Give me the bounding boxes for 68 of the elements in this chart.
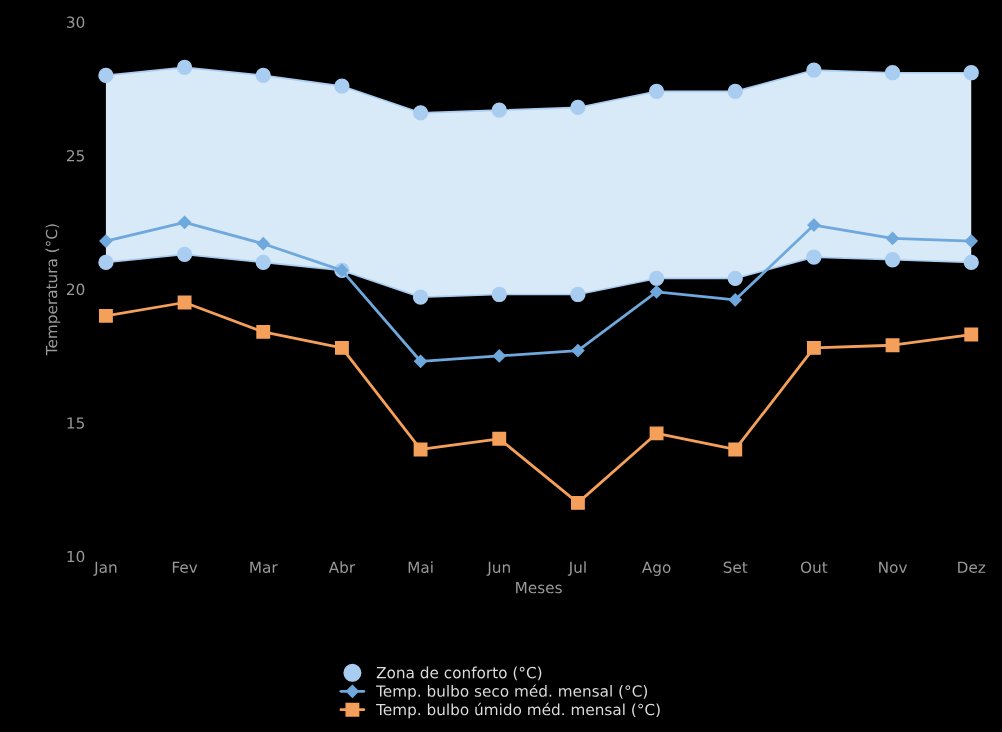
point: [413, 354, 428, 368]
x-tick-label: Jul: [567, 561, 586, 576]
point: [570, 99, 586, 116]
y-tick-label: 25: [67, 150, 84, 162]
point: [255, 67, 271, 84]
point: [884, 252, 901, 268]
point: [412, 289, 429, 305]
y-axis-title: Temperatura (°C): [45, 224, 61, 356]
point: [649, 285, 664, 299]
x-axis-title: Meses: [516, 581, 562, 594]
point: [648, 270, 665, 287]
x-tick-label: Out: [800, 561, 828, 574]
point: [99, 234, 113, 248]
point: [412, 105, 429, 121]
point: [807, 218, 821, 232]
point: [884, 65, 901, 81]
point: [176, 59, 193, 76]
y-tick-label: 30: [67, 16, 85, 28]
point: [491, 286, 507, 303]
point: [964, 234, 978, 248]
legend-label: Temp. bulbo seco méd. mensal (°C): [376, 684, 647, 700]
point: [728, 442, 743, 457]
point: [806, 340, 821, 355]
y-tick-label: 15: [67, 417, 84, 429]
point: [648, 83, 665, 100]
point: [491, 102, 507, 118]
point: [176, 246, 193, 263]
point: [255, 254, 271, 271]
point: [570, 495, 585, 510]
y-tick-label: 10: [67, 550, 85, 563]
x-tick-label: Nov: [879, 561, 908, 574]
x-tick-label: Dez: [958, 561, 986, 574]
point: [806, 249, 822, 265]
point: [806, 62, 822, 78]
point: [413, 442, 428, 457]
legend-label: Zona de conforto (°C): [376, 666, 542, 681]
point: [964, 327, 979, 342]
point: [492, 349, 506, 363]
point: [256, 324, 271, 339]
point: [728, 293, 742, 307]
point: [885, 338, 900, 353]
point: [727, 83, 743, 100]
point: [334, 340, 349, 355]
point: [963, 254, 979, 271]
x-tick-label: Fev: [172, 561, 198, 574]
point: [98, 308, 113, 323]
x-tick-label: Mai: [408, 561, 433, 574]
point: [177, 215, 192, 229]
x-tick-label: Mar: [250, 561, 278, 574]
point: [727, 270, 743, 287]
x-tick-label: Ago: [641, 561, 671, 576]
point: [177, 295, 192, 310]
point: [98, 67, 114, 84]
point: [963, 65, 979, 81]
legend-label: Temp. bulbo úmido méd. mensal (°C): [376, 702, 660, 719]
point: [885, 231, 900, 245]
point: [334, 78, 350, 94]
x-tick-label: Jan: [93, 561, 117, 576]
point: [256, 237, 270, 251]
point: [649, 426, 664, 441]
point: [571, 344, 585, 358]
x-tick-label: Abr: [328, 561, 356, 574]
point: [98, 254, 114, 271]
y-tick-label: 20: [67, 283, 85, 296]
point: [570, 286, 586, 303]
x-tick-label: Jun: [486, 561, 510, 576]
x-tick-label: Set: [723, 561, 748, 574]
point: [492, 431, 507, 446]
